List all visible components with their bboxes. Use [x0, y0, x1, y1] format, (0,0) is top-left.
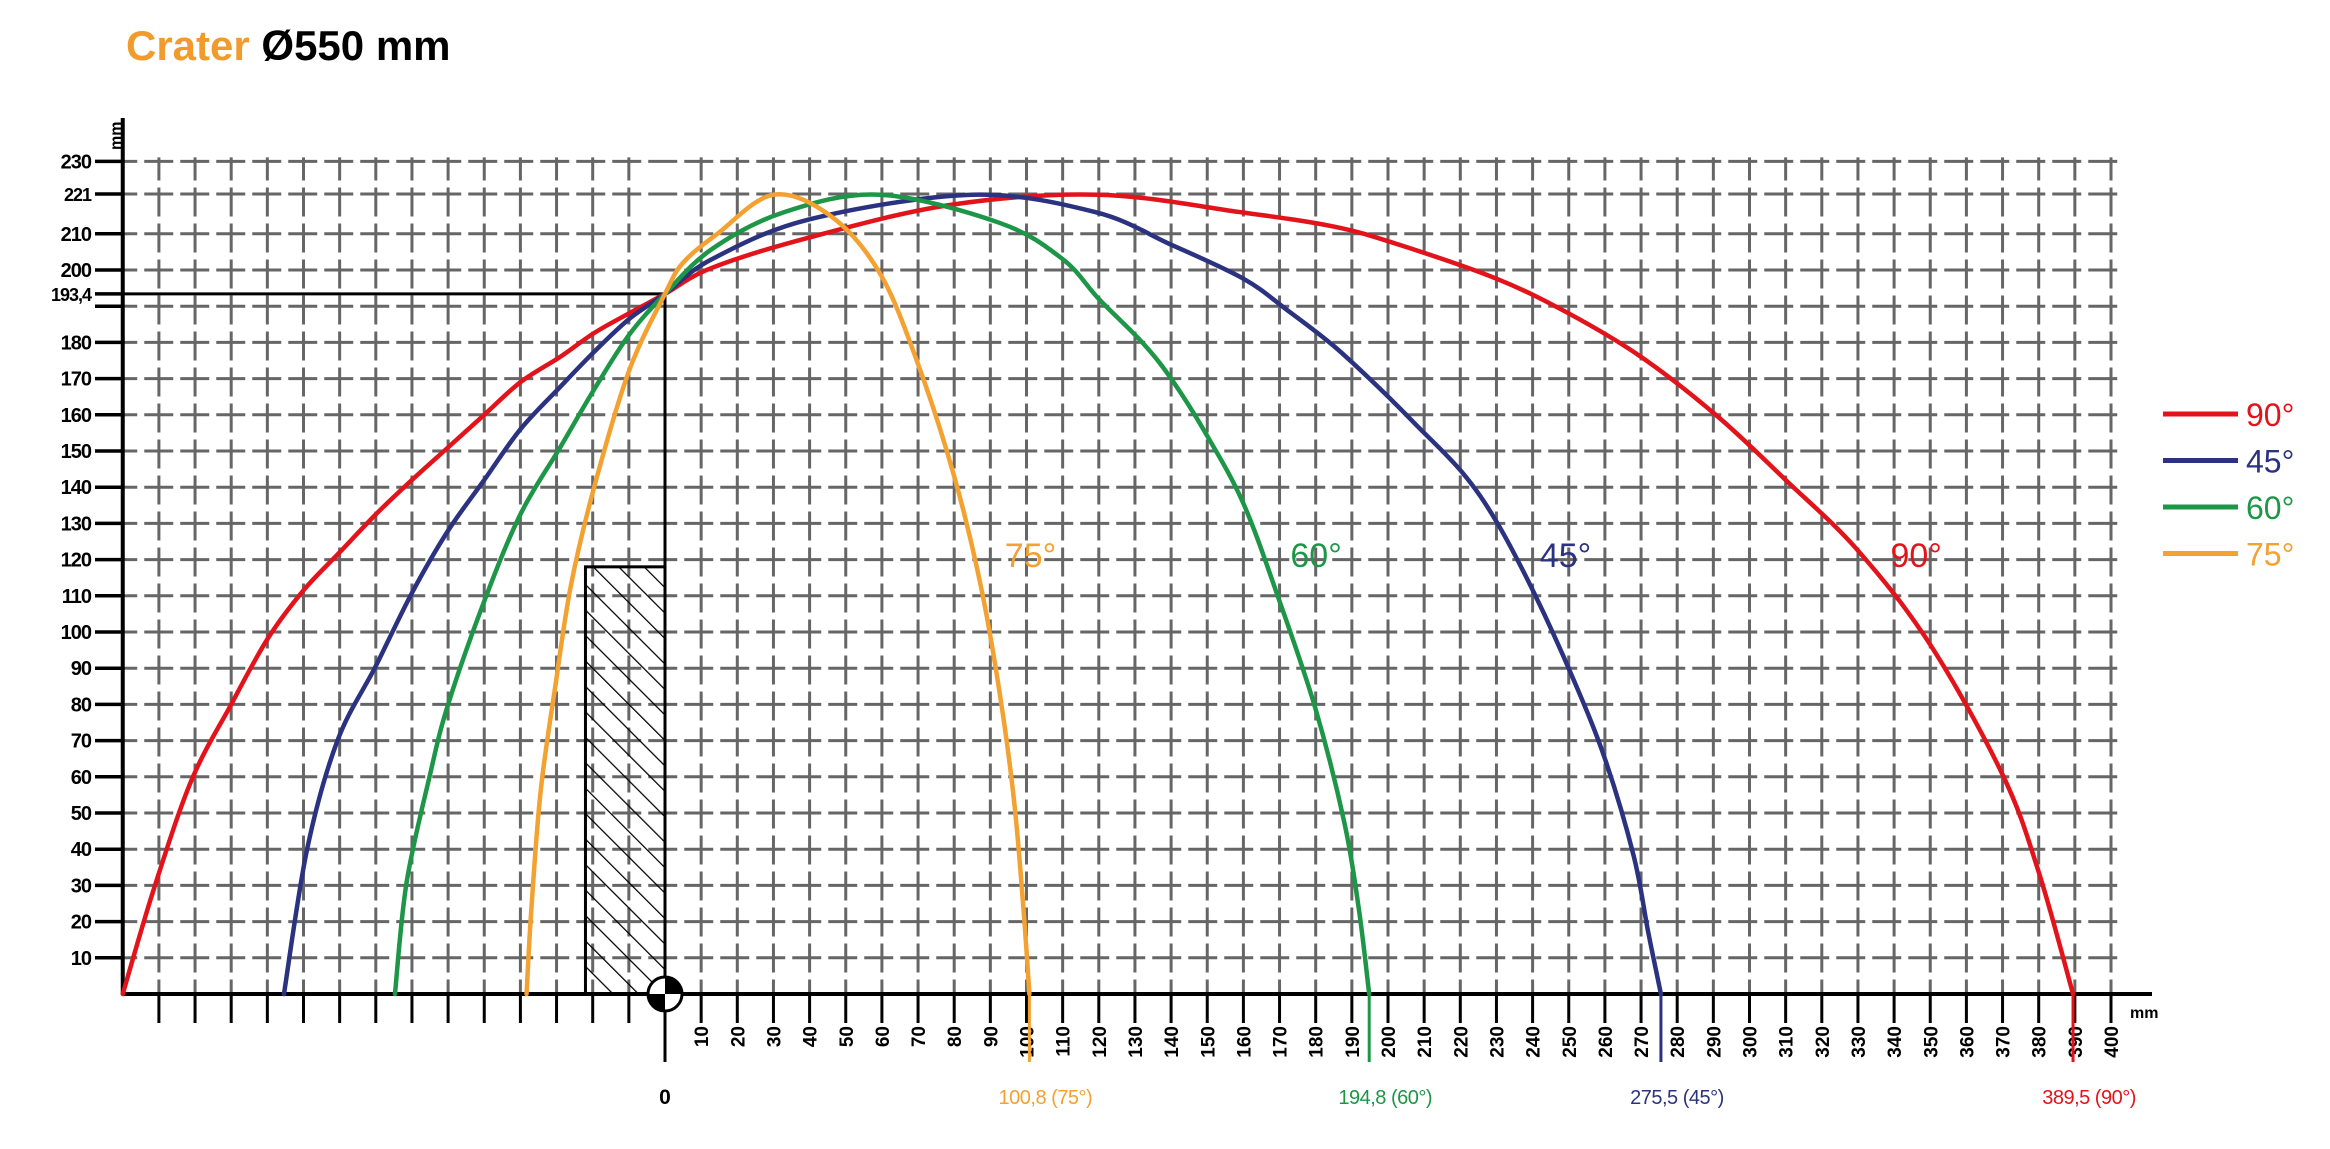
- y-tick-label: 10: [71, 948, 92, 970]
- y-tick-label: 20: [71, 912, 92, 934]
- trajectory-curve-60deg: [392, 192, 1372, 997]
- x-tick-label: 10: [692, 1026, 713, 1047]
- title-product: Crater: [126, 22, 250, 69]
- grid: [122, 157, 2119, 994]
- legend: 90° 45° 60° 75°: [2163, 397, 2294, 573]
- y-tick-label: 40: [71, 839, 92, 861]
- y-tick-label: 170: [61, 369, 92, 391]
- labels: 389,5 (90°) 275,5 (45°) 194,8 (60°) 100,8 (…: [999, 537, 2137, 1109]
- x-tick-label: 280: [1668, 1026, 1689, 1058]
- x-tick-label: 250: [1560, 1026, 1581, 1058]
- origin-marker-icon: [646, 975, 684, 1013]
- x-tick-label: 120: [1090, 1026, 1111, 1058]
- x-tick-label: 130: [1126, 1026, 1147, 1058]
- y-tick-label: 90: [71, 658, 92, 680]
- curve-annotation: 45°: [1540, 537, 1591, 575]
- y-tick-label: 30: [71, 875, 92, 897]
- curve-annotation: 75°: [1005, 537, 1056, 575]
- x-tick-label: 200: [1379, 1026, 1400, 1058]
- x-tick-label: 230: [1487, 1026, 1508, 1058]
- x-tick-label: 70: [909, 1026, 930, 1047]
- trajectory-curve-90deg: [120, 192, 2076, 997]
- x-tick-label: 350: [1921, 1026, 1942, 1058]
- obstacle-hatched-box: [583, 565, 667, 996]
- y-tick-label: 150: [61, 441, 92, 463]
- x-tick-label: 400: [2102, 1026, 2123, 1058]
- x-tick-label: 90: [981, 1026, 1002, 1047]
- legend-label: 75°: [2246, 537, 2294, 573]
- x-tick-label: 50: [837, 1026, 858, 1047]
- x-tick-label: 320: [1813, 1026, 1834, 1058]
- range-label: 389,5 (90°): [2042, 1087, 2136, 1109]
- y-tick-label: 221: [64, 185, 92, 205]
- x-tick-label: 240: [1524, 1026, 1545, 1058]
- x-tick-label: 60: [873, 1026, 894, 1047]
- x-tick-label: 220: [1451, 1026, 1472, 1058]
- x-tick-label: 190: [1343, 1026, 1364, 1058]
- y-tick-label: 130: [61, 513, 92, 535]
- x-tick-label: 160: [1234, 1026, 1255, 1058]
- x-tick-label: 300: [1741, 1026, 1762, 1058]
- x-tick-label: 270: [1632, 1026, 1653, 1058]
- curves: [120, 192, 2076, 1062]
- y-tick-label: 193,4: [51, 285, 92, 305]
- y-tick-label: 80: [71, 694, 92, 716]
- x-tick-label: 180: [1307, 1026, 1328, 1058]
- curve-annotation: 60°: [1290, 537, 1341, 575]
- range-label: 275,5 (45°): [1630, 1087, 1724, 1109]
- title-size: Ø550 mm: [261, 22, 451, 69]
- origin-marker-quadrant: [665, 977, 682, 994]
- y-axis-unit-label: mm: [108, 122, 125, 150]
- legend-label: 60°: [2246, 490, 2294, 526]
- y-tick-label: 50: [71, 803, 92, 825]
- y-tick-label: 60: [71, 767, 92, 789]
- range-label: 194,8 (60°): [1338, 1087, 1432, 1109]
- y-tick-label: 160: [61, 405, 92, 427]
- x-tick-label: 260: [1596, 1026, 1617, 1058]
- trajectory-curve-75deg: [524, 192, 1032, 997]
- x-tick-label: 380: [2030, 1026, 2051, 1058]
- y-tick-label: 70: [71, 731, 92, 753]
- x-tick-label: 330: [1849, 1026, 1870, 1058]
- trajectory-curve-45deg: [281, 192, 1664, 997]
- x-tick-label: 310: [1777, 1026, 1798, 1058]
- y-tick-label: 140: [61, 477, 92, 499]
- x-tick-label: 80: [945, 1026, 966, 1047]
- legend-label: 45°: [2246, 444, 2294, 480]
- chart-title: Crater Ø550 mm: [126, 22, 451, 70]
- y-tick-label: 180: [61, 332, 92, 354]
- x-zero-label: 0: [659, 1086, 671, 1109]
- legend-label: 90°: [2246, 397, 2294, 433]
- x-tick-label: 340: [1885, 1026, 1906, 1058]
- y-tick-label: 110: [62, 586, 92, 608]
- y-tick-label: 230: [61, 151, 92, 173]
- x-tick-label: 30: [764, 1026, 785, 1047]
- x-tick-label: 360: [1957, 1026, 1978, 1058]
- x-tick-label: 40: [801, 1026, 822, 1047]
- curve-annotation: 90°: [1890, 537, 1941, 575]
- x-tick-label: 290: [1704, 1026, 1725, 1058]
- axes: 1020304050607080901001101201301401501601…: [51, 118, 2158, 1109]
- y-tick-label: 200: [61, 260, 92, 282]
- x-tick-label: 20: [728, 1026, 749, 1047]
- y-tick-label: 210: [61, 224, 92, 246]
- y-tick-label: 120: [61, 550, 92, 572]
- x-tick-label: 210: [1415, 1026, 1436, 1058]
- origin-marker-quadrant: [648, 994, 665, 1011]
- x-tick-label: 140: [1162, 1026, 1183, 1058]
- range-label: 100,8 (75°): [999, 1087, 1093, 1109]
- x-tick-label: 390: [2066, 1026, 2087, 1058]
- x-tick-label: 370: [1994, 1026, 2015, 1058]
- y-tick-label: 100: [61, 622, 92, 644]
- x-tick-label: 150: [1198, 1026, 1219, 1058]
- x-tick-label: 110: [1054, 1026, 1075, 1057]
- x-tick-label: 170: [1271, 1026, 1292, 1058]
- x-axis-unit-label: mm: [2130, 1005, 2158, 1022]
